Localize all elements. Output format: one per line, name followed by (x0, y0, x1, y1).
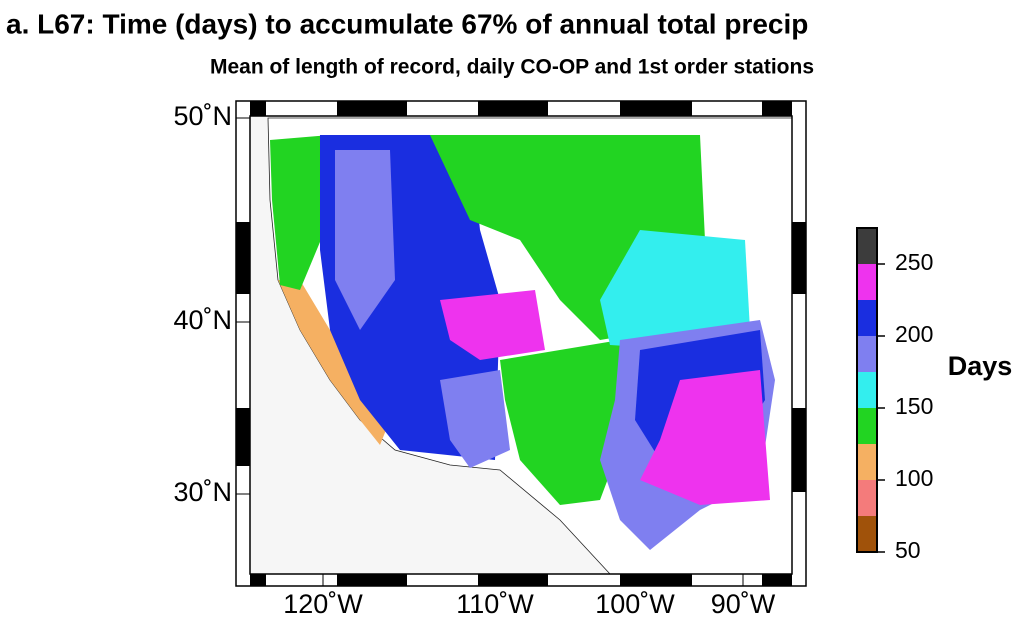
border-bar (762, 574, 792, 586)
colorbar: 50 100 150 200 250 Days (856, 227, 1013, 563)
border-bar (250, 101, 266, 116)
region (640, 370, 770, 505)
lon-label: 110˚W (456, 589, 534, 619)
colorbar-segment (857, 444, 877, 480)
border-bar (620, 101, 692, 116)
colorbar-segment (857, 408, 877, 444)
colorbar-tick-label: 250 (895, 249, 933, 275)
region (270, 135, 330, 290)
lon-label: 120˚W (283, 589, 363, 619)
colorbar-tick-label: 50 (895, 537, 921, 563)
colorbar-segment (857, 264, 877, 300)
border-bar (236, 408, 250, 466)
border-bar (337, 101, 407, 116)
subtitle: Mean of length of record, daily CO-OP an… (210, 56, 814, 79)
lat-label: 50˚N (173, 101, 232, 131)
colorbar-segment (857, 516, 877, 552)
colorbar-frame (856, 227, 878, 553)
colorbar-label: Days (948, 351, 1013, 381)
border-bar (762, 101, 792, 116)
region (600, 230, 750, 350)
colorbar-segment (857, 228, 877, 264)
frame-border (235, 100, 807, 587)
border-bar (620, 574, 692, 586)
lon-label: 100˚W (595, 589, 675, 619)
title: a. L67: Time (days) to accumulate 67% of… (6, 8, 808, 39)
colorbar-segment (857, 336, 877, 372)
axes: 50˚N 40˚N 30˚N 120˚W 110˚W 100˚W 90˚W (173, 101, 775, 619)
colorbar-segment (857, 480, 877, 516)
region (440, 290, 545, 360)
region (335, 150, 395, 330)
colorbar-tick-label: 150 (895, 393, 933, 419)
lon-label: 90˚W (711, 589, 776, 619)
region (500, 340, 630, 505)
border-bar (478, 101, 548, 116)
map (235, 100, 807, 587)
colorbar-segment (857, 372, 877, 408)
colorbar-tick-label: 100 (895, 465, 933, 491)
lat-label: 40˚N (173, 305, 232, 335)
border-bar (337, 574, 407, 586)
colorbar-tick-label: 200 (895, 321, 933, 347)
border-bar (236, 222, 250, 294)
border-bar (478, 574, 548, 586)
border-bar (792, 222, 806, 294)
colorbar-segment (857, 300, 877, 336)
lat-label: 30˚N (173, 477, 232, 507)
region (440, 370, 510, 468)
region (278, 280, 390, 445)
border-bar (250, 574, 266, 586)
border-bar (792, 408, 806, 492)
